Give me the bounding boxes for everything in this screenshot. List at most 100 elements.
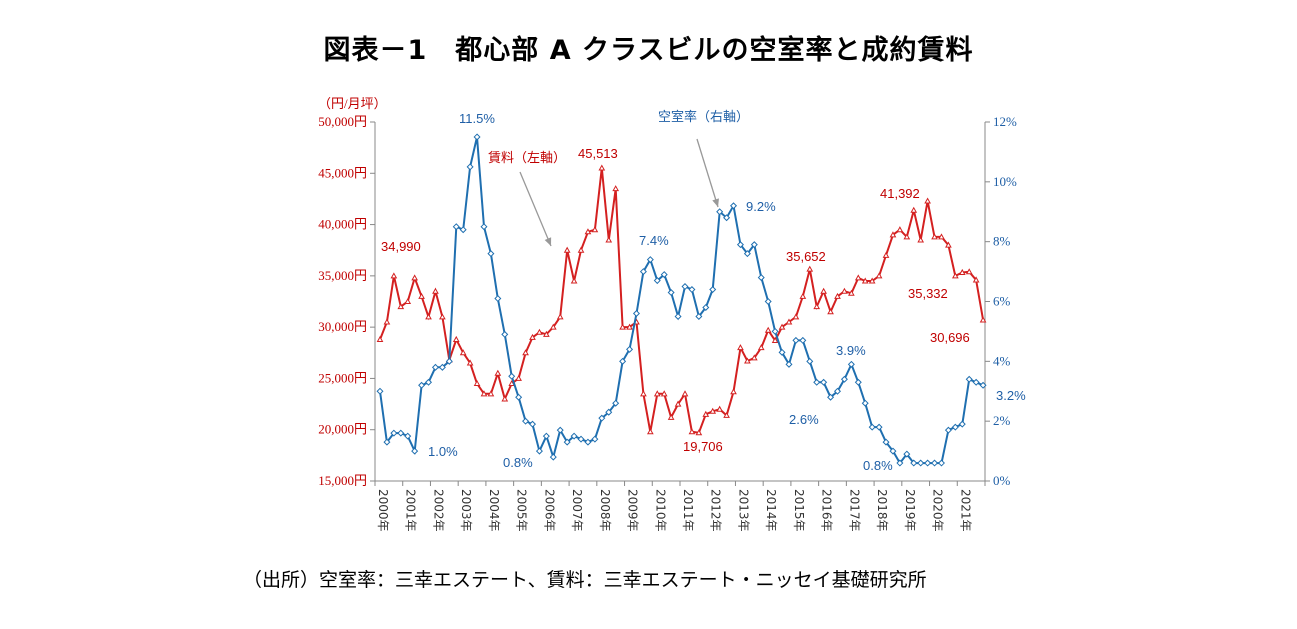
vacancy-data-point — [383, 438, 391, 446]
x-tick-label: 2013年 — [736, 489, 750, 532]
vacancy-data-point — [702, 303, 710, 311]
vacancy-data-point — [785, 360, 793, 368]
vacancy-data-point — [376, 387, 384, 395]
rent-data-point — [910, 206, 918, 213]
rent-data-point — [688, 428, 696, 435]
rent-data-point — [903, 233, 911, 240]
legend-arrowhead-rent — [544, 237, 552, 246]
vacancy-data-point — [619, 357, 627, 365]
right-tick-label: 10% — [993, 174, 1017, 189]
vacancy-data-point — [390, 429, 398, 437]
rent-data-point — [896, 226, 904, 233]
chart-title: 図表－1 都心部 A クラスビルの空室率と成約賃料 — [323, 35, 974, 66]
vacancy-data-point — [958, 420, 966, 428]
rent-data-point — [861, 277, 869, 284]
x-tick-label: 2014年 — [764, 489, 778, 532]
axes-layer: 15,000円 20,000円 25,000円 30,000円 35,000円 40,00… — [318, 96, 1017, 532]
x-tick-label: 2009年 — [626, 489, 640, 532]
rent-data-point — [764, 326, 772, 333]
vacancy-data-point — [750, 241, 758, 249]
vacancy-data-point — [965, 375, 973, 383]
vacancy-data-point — [626, 345, 634, 353]
vacancy-data-point — [563, 438, 571, 446]
vacancy-data-point — [418, 381, 426, 389]
rent-data-point — [827, 308, 834, 315]
x-tick-label: 2007年 — [570, 489, 584, 532]
vacancy-data-point — [577, 435, 585, 443]
rent-data-label: 35,332 — [908, 286, 948, 301]
rent-data-point — [972, 276, 980, 283]
rent-data-point — [605, 236, 613, 243]
x-tick-label: 2010年 — [653, 489, 667, 532]
legend-arrow-vacancy — [696, 138, 719, 208]
x-tick-label: 2021年 — [958, 489, 972, 532]
right-tick-label: 12% — [993, 114, 1017, 129]
rent-data-point — [508, 380, 516, 387]
rent-data-point — [411, 274, 419, 281]
rent-data-point — [418, 292, 425, 299]
rent-data-point — [924, 197, 931, 204]
rent-data-point — [577, 246, 585, 253]
vacancy-data-point — [764, 297, 772, 306]
vacancy-data-point — [542, 432, 550, 440]
rent-data-point — [806, 265, 814, 272]
rent-data-point — [750, 354, 758, 361]
rent-data-point — [792, 313, 800, 320]
rent-data-point — [494, 369, 502, 376]
vacancy-data-point — [757, 274, 765, 282]
rent-data-point — [723, 411, 730, 418]
rent-data-point — [660, 390, 668, 397]
source-note: （出所）空室率：三幸エステート、賃料：三幸エステート・ニッセイ基礎研究所 — [243, 569, 927, 591]
vacancy-data-point — [840, 375, 848, 383]
rent-data-point — [397, 303, 405, 310]
rent-data-point — [383, 318, 391, 325]
x-tick-label: 2000年 — [376, 489, 390, 532]
rent-data-point — [771, 336, 779, 343]
vacancy-data-point — [799, 336, 807, 344]
vacancy-data-point — [917, 459, 925, 467]
vacancy-data-point — [591, 435, 599, 443]
rent-data-point — [646, 428, 654, 435]
rent-data-point — [785, 318, 793, 325]
vacancy-data-label: 0.8% — [863, 458, 893, 473]
vacancy-data-point — [466, 163, 474, 171]
rent-data-point — [737, 344, 744, 351]
rent-data-point — [570, 277, 578, 284]
vacancy-data-point — [501, 330, 509, 338]
vacancy-data-point — [487, 250, 495, 258]
vacancy-data-point — [743, 250, 751, 258]
x-tick-label: 2017年 — [847, 489, 861, 532]
rent-data-point — [543, 330, 550, 337]
right-tick-label: 0% — [993, 473, 1011, 488]
vacancy-data-point — [723, 214, 731, 222]
vacancy-data-point — [480, 223, 488, 231]
vacancy-data-point — [736, 241, 744, 249]
rent-data-point — [529, 333, 536, 340]
series-layer — [376, 133, 987, 467]
right-tick-label: 8% — [993, 234, 1011, 249]
rent-data-point — [868, 277, 876, 284]
legend-arrowhead-vacancy — [712, 198, 719, 207]
x-tick-label: 2002年 — [431, 489, 445, 532]
x-tick-label: 2018年 — [875, 489, 889, 532]
x-tick-label: 2016年 — [820, 489, 834, 532]
vacancy-data-point — [896, 459, 904, 467]
vacancy-data-point — [570, 432, 578, 440]
rent-data-label: 19,706 — [683, 439, 723, 454]
rent-data-point — [376, 335, 384, 342]
vacancy-data-point — [660, 271, 668, 279]
vacancy-data-point — [639, 268, 647, 276]
vacancy-data-point — [833, 387, 842, 395]
vacancy-data-point — [674, 312, 682, 320]
vacancy-data-label: 9.2% — [746, 199, 776, 214]
vacancy-data-label: 1.0% — [428, 444, 458, 459]
rent-data-label: 34,990 — [381, 239, 421, 254]
rent-data-point — [702, 410, 710, 417]
vacancy-data-point — [556, 426, 564, 434]
vacancy-data-point — [452, 223, 460, 231]
rent-data-point — [390, 272, 398, 279]
rent-data-point — [695, 429, 703, 436]
rent-data-point — [432, 287, 439, 294]
vacancy-data-label: 7.4% — [639, 233, 669, 248]
right-tick-label: 4% — [993, 353, 1011, 368]
